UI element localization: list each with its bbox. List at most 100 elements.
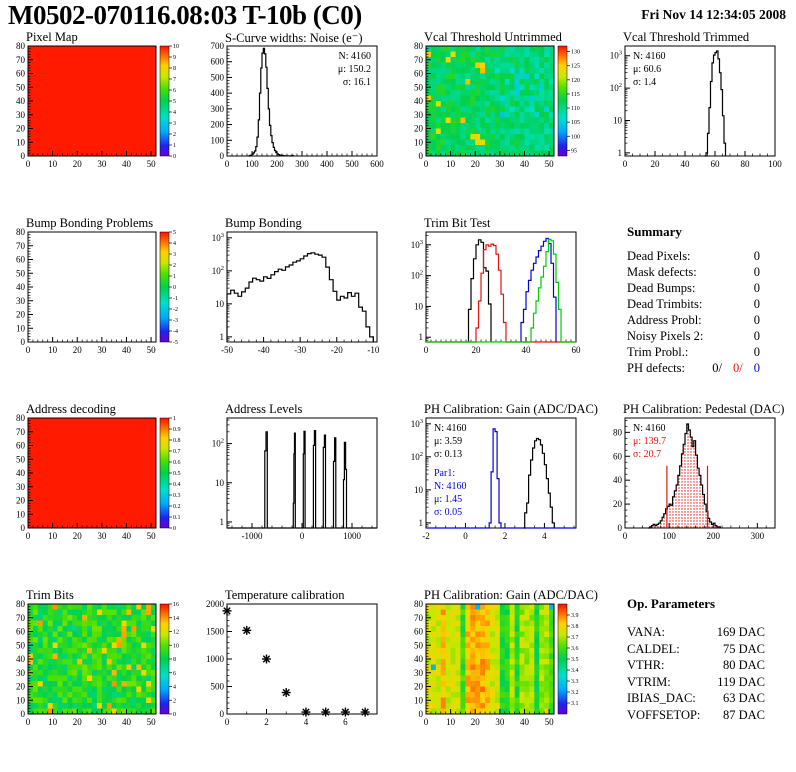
svg-text:100: 100 xyxy=(768,159,782,169)
svg-text:10: 10 xyxy=(173,44,179,50)
svg-text:4: 4 xyxy=(173,110,176,116)
ph-gain-map-plot: 0 10 20 30 40 50 0 10 20 30 40 50 60 70 80 3.1 3.2 3.3 3.4… xyxy=(398,586,597,772)
svg-text:40: 40 xyxy=(122,531,132,541)
svg-text:1000: 1000 xyxy=(206,654,225,664)
svg-text:40: 40 xyxy=(122,717,132,727)
svg-text:100: 100 xyxy=(245,159,259,169)
svg-text:2: 2 xyxy=(264,717,269,727)
svg-text:0.2: 0.2 xyxy=(173,504,181,510)
svg-text:100: 100 xyxy=(571,134,580,140)
panel-title: Address Levels xyxy=(225,402,303,416)
plot-svg: 0 20 40 60 1 10 102 103 xyxy=(411,231,581,355)
svg-text:0.6: 0.6 xyxy=(173,460,181,466)
svg-text:3.8: 3.8 xyxy=(571,624,579,630)
svg-text:σ: 1.4: σ: 1.4 xyxy=(633,77,656,88)
svg-text:500: 500 xyxy=(211,72,225,82)
svg-text:2: 2 xyxy=(173,263,176,269)
svg-text:60: 60 xyxy=(711,159,721,169)
svg-text:0: 0 xyxy=(26,531,31,541)
svg-text:40: 40 xyxy=(16,654,26,664)
svg-text:6: 6 xyxy=(173,671,176,677)
plot-grid: Pixel Map 0 10 20 30 40 50 0 10 20 30 40 50 60 70 80 0 1 2… xyxy=(0,28,796,772)
svg-text:40: 40 xyxy=(16,96,26,106)
svg-text:200: 200 xyxy=(211,120,225,130)
module-title: M0502-070116.08:03 T-10b (C0) xyxy=(8,0,362,30)
svg-text:30: 30 xyxy=(97,159,107,169)
svg-text:σ: 20.7: σ: 20.7 xyxy=(633,449,661,460)
trim-bit-test-plot: 0 20 40 60 1 10 102 103 xyxy=(398,214,597,400)
svg-text:0: 0 xyxy=(26,717,31,727)
params-row: VTHR: 80 DAC xyxy=(627,658,765,672)
svg-text:0: 0 xyxy=(424,717,429,727)
svg-text:10: 10 xyxy=(48,159,58,169)
params-row: CALDEL: 75 DAC xyxy=(627,641,765,656)
svg-text:95: 95 xyxy=(571,148,577,154)
svg-text:0: 0 xyxy=(623,159,628,169)
svg-text:1: 1 xyxy=(419,332,424,342)
svg-text:30: 30 xyxy=(414,110,424,120)
svg-text:0.3: 0.3 xyxy=(173,493,181,499)
svg-text:30: 30 xyxy=(16,296,26,306)
summary-row: Dead Trimbits: 0 xyxy=(627,297,760,311)
panel-title: PH Calibration: Pedestal (DAC) xyxy=(623,402,785,416)
svg-text:0: 0 xyxy=(173,285,176,291)
svg-text:50: 50 xyxy=(414,82,424,92)
svg-text:200: 200 xyxy=(270,159,284,169)
svg-text:2: 2 xyxy=(173,132,176,138)
panel-title: Vcal Threshold Untrimmed xyxy=(424,30,562,44)
svg-text:10: 10 xyxy=(215,478,225,488)
svg-text:10: 10 xyxy=(446,159,456,169)
summary-row-ph-defects: PH defects: 0/0/0 xyxy=(627,361,760,375)
svg-text:0: 0 xyxy=(173,526,176,532)
pixel-map-plot: 0 10 20 30 40 50 0 10 20 30 40 50 60 70 80 0 1 2 3 4 5 6 7 8 9 10 xyxy=(0,28,199,214)
svg-text:40: 40 xyxy=(414,654,424,664)
panel-ph-gain-map: PH Calibration: Gain (ADC/DAC) 0 10 20 30 40 5… xyxy=(398,586,598,772)
plot-svg: 0 2 4 6 0 500 1000 1500 2000 xyxy=(206,599,378,727)
svg-text:50: 50 xyxy=(147,717,157,727)
svg-text:0: 0 xyxy=(225,717,230,727)
svg-text:500: 500 xyxy=(211,682,225,692)
vcal-trimmed-plot: 0 20 40 60 80 100 1 10 102 103 N: 4160 μ: 60.6 σ: 1.… xyxy=(597,28,796,214)
panel-summary: Summary Dead Pixels: 0 Mask defects: 0 Dead B… xyxy=(597,214,796,400)
svg-text:103: 103 xyxy=(212,232,224,243)
svg-text:16: 16 xyxy=(173,602,179,608)
svg-text:N: 4160: N: 4160 xyxy=(434,423,467,434)
svg-text:20: 20 xyxy=(16,496,26,506)
svg-text:4: 4 xyxy=(304,717,309,727)
svg-text:60: 60 xyxy=(613,451,623,461)
svg-text:102: 102 xyxy=(411,270,423,281)
svg-text:5: 5 xyxy=(173,230,176,236)
svg-text:0.1: 0.1 xyxy=(173,515,181,521)
svg-text:20: 20 xyxy=(73,159,83,169)
panel-scurve-noise: S-Curve widths: Noise (e⁻) 0 100 200 300 400 5… xyxy=(199,28,398,214)
svg-text:30: 30 xyxy=(16,668,26,678)
svg-text:0: 0 xyxy=(21,523,26,533)
svg-text:80: 80 xyxy=(16,599,26,609)
svg-text:20: 20 xyxy=(414,682,424,692)
svg-text:10: 10 xyxy=(173,643,179,649)
svg-text:μ: 60.6: μ: 60.6 xyxy=(633,64,661,75)
svg-text:2: 2 xyxy=(173,698,176,704)
svg-text:600: 600 xyxy=(211,57,225,67)
plot-svg: 0 10 20 30 40 50 0 10 20 30 40 50 60 70 80 95 100 105 110 1… xyxy=(414,41,580,169)
panel-bump-bonding: Bump Bonding -50 -40 -30 -20 -10 1 10 102 103 xyxy=(199,214,398,400)
svg-text:6: 6 xyxy=(173,88,176,94)
summary-rows: Dead Pixels: 0 Mask defects: 0 Dead Bumps: 0 D… xyxy=(627,248,760,376)
svg-text:-1: -1 xyxy=(173,296,178,302)
panel-ph-pedestal: PH Calibration: Pedestal (DAC) 0 100 200 300… xyxy=(597,400,796,586)
svg-text:-1000: -1000 xyxy=(242,531,263,541)
panel-op-parameters: Op. Parameters VANA: 169 DAC CALDEL: 75 DAC V… xyxy=(597,586,796,772)
svg-text:20: 20 xyxy=(414,124,424,134)
svg-text:80: 80 xyxy=(613,427,623,437)
svg-text:N: 4160: N: 4160 xyxy=(434,481,467,492)
svg-text:30: 30 xyxy=(97,531,107,541)
panel-ph-gain-hist: PH Calibration: Gain (ADC/DAC) -2 0 2 4 1 10 10… xyxy=(398,400,598,586)
svg-text:6: 6 xyxy=(343,717,348,727)
panel-title: Vcal Threshold Trimmed xyxy=(623,30,750,44)
svg-text:-2: -2 xyxy=(173,307,178,313)
svg-text:100: 100 xyxy=(662,531,676,541)
svg-text:40: 40 xyxy=(522,345,532,355)
svg-text:10: 10 xyxy=(48,345,58,355)
panel-title: PH Calibration: Gain (ADC/DAC) xyxy=(424,402,598,416)
svg-text:20: 20 xyxy=(16,682,26,692)
